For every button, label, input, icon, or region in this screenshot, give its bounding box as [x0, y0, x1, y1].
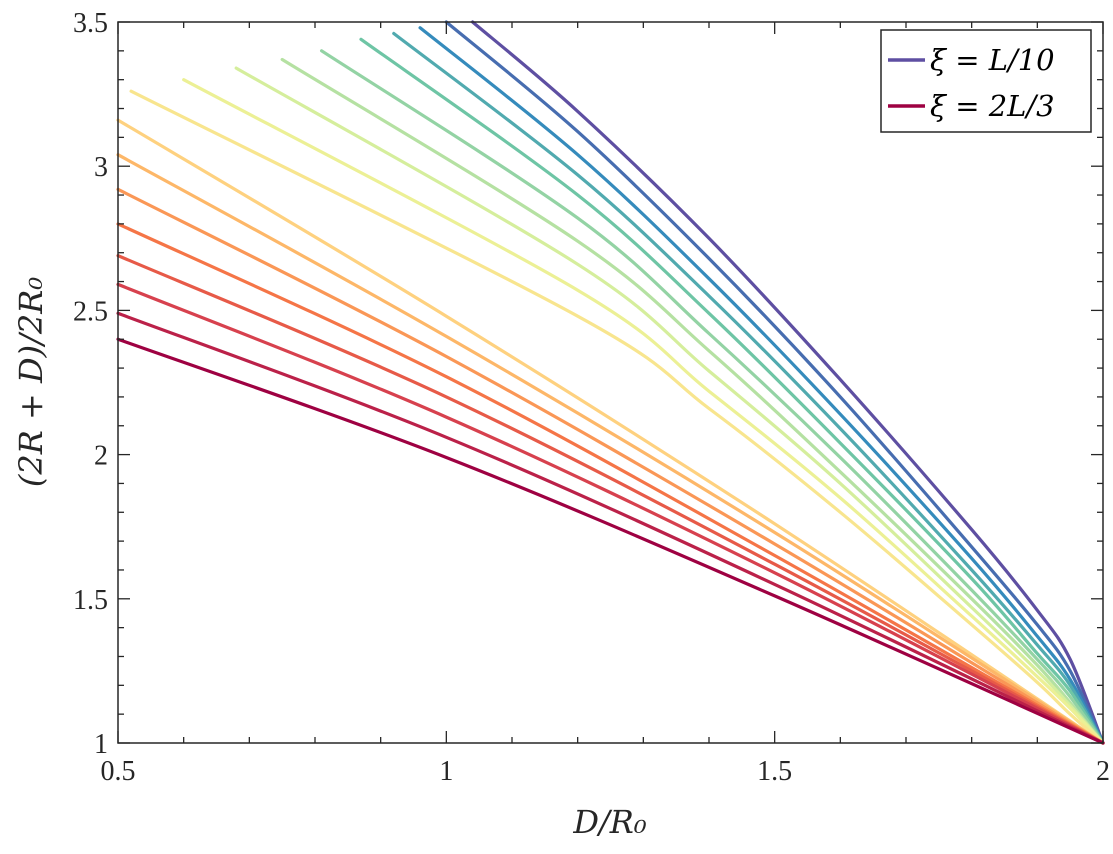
x-tick-label: 1: [439, 756, 453, 787]
series-line-18: [116, 337, 1105, 745]
legend-label-2: ξ = 2L/3: [930, 89, 1055, 123]
y-axis-title: (2R + D)/2R₀: [12, 277, 50, 487]
x-tick-labels: 0.5 1 1.5 2: [101, 756, 1111, 787]
series-line-17: [116, 311, 1105, 745]
axis-ticks: [117, 21, 1104, 744]
series-line-15: [116, 254, 1105, 745]
series-line-4: [392, 31, 1105, 745]
y-tick-label: 3.5: [73, 8, 108, 39]
x-tick-label: 2: [1096, 756, 1110, 787]
y-tick-label: 3: [94, 152, 108, 183]
series-line-2: [444, 20, 1105, 745]
series-line-14: [116, 222, 1105, 745]
legend-box: [880, 29, 1092, 133]
series-line-5: [359, 37, 1105, 745]
y-tick-label: 2: [94, 441, 108, 472]
x-axis-title: D/R₀: [572, 803, 647, 841]
series-line-1: [471, 20, 1105, 745]
series-line-7: [280, 57, 1105, 745]
y-tick-label: 2.5: [73, 296, 108, 327]
series-line-9: [182, 78, 1105, 745]
series-line-6: [320, 49, 1105, 745]
legend-label-1: ξ = L/10: [930, 43, 1055, 77]
series-line-13: [116, 187, 1105, 745]
legend: ξ = L/10 ξ = 2L/3: [880, 29, 1092, 133]
series-line-11: [116, 118, 1105, 745]
series-group: [116, 20, 1105, 745]
y-tick-label: 1: [94, 729, 108, 760]
x-tick-label: 0.5: [101, 756, 136, 787]
series-line-10: [129, 89, 1105, 745]
y-tick-label: 1.5: [73, 585, 108, 616]
series-line-8: [234, 66, 1105, 745]
y-tick-labels: 1 1.5 2 2.5 3 3.5: [73, 8, 108, 760]
plot-frame: [117, 21, 1104, 744]
x-tick-label: 1.5: [757, 756, 792, 787]
series-line-3: [418, 26, 1105, 745]
series-line-12: [116, 153, 1105, 745]
series-line-16: [116, 282, 1105, 745]
